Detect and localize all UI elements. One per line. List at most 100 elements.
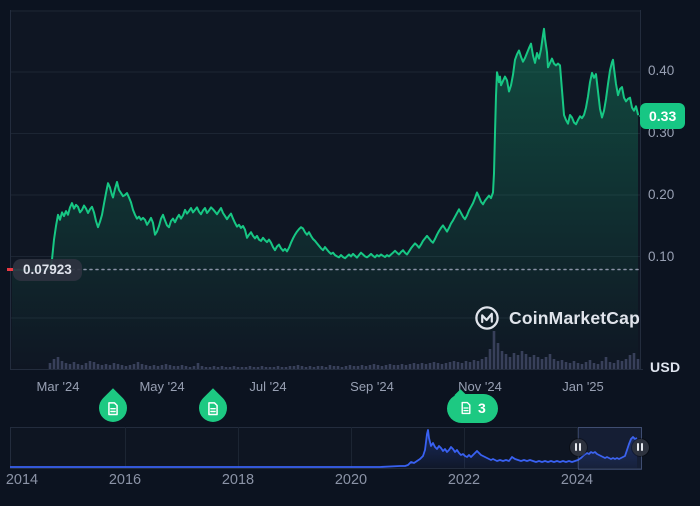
volume-bar bbox=[88, 361, 92, 369]
volume-bar bbox=[532, 355, 536, 369]
volume-bar bbox=[392, 365, 396, 369]
volume-bar bbox=[580, 364, 584, 369]
volume-bar bbox=[528, 357, 532, 369]
volume-bar bbox=[512, 353, 516, 369]
volume-bar bbox=[356, 366, 360, 369]
volume-bar bbox=[604, 357, 608, 369]
volume-bar bbox=[316, 366, 320, 369]
volume-bar bbox=[200, 366, 204, 369]
volume-bar bbox=[428, 363, 432, 369]
volume-bar bbox=[132, 364, 136, 369]
volume-bar bbox=[344, 366, 348, 369]
volume-bar bbox=[76, 364, 80, 369]
x-tick-label: Jan '25 bbox=[562, 379, 604, 394]
volume-bar bbox=[172, 366, 176, 369]
volume-bar bbox=[56, 357, 60, 369]
volume-bar bbox=[60, 361, 64, 369]
volume-bar bbox=[228, 367, 232, 369]
volume-bar bbox=[592, 363, 596, 369]
unit-label: USD bbox=[650, 359, 681, 375]
x-tick-label: Sep '24 bbox=[350, 379, 394, 394]
volume-bar bbox=[256, 367, 260, 369]
volume-bar bbox=[240, 367, 244, 369]
volume-bar bbox=[424, 364, 428, 369]
volume-bar bbox=[420, 363, 424, 369]
volume-bar bbox=[136, 362, 140, 369]
volume-bar bbox=[620, 361, 624, 369]
volume-bar bbox=[368, 365, 372, 369]
volume-bar bbox=[124, 366, 128, 369]
volume-bar bbox=[480, 359, 484, 369]
volume-bar bbox=[472, 360, 476, 369]
volume-bar bbox=[488, 349, 492, 369]
volume-bar bbox=[536, 357, 540, 369]
volume-bar bbox=[236, 367, 240, 369]
volume-bar bbox=[336, 366, 340, 369]
x-tick-label: Jul '24 bbox=[249, 379, 287, 394]
volume-bar bbox=[576, 363, 580, 369]
volume-bar bbox=[288, 366, 292, 369]
y-tick-label: 0.20 bbox=[648, 187, 675, 202]
volume-bar bbox=[520, 351, 524, 369]
volume-bar bbox=[252, 367, 256, 369]
timeline-brush-selection[interactable] bbox=[578, 427, 642, 470]
volume-bar bbox=[636, 359, 640, 369]
volume-bar bbox=[624, 359, 628, 369]
volume-bar bbox=[284, 367, 288, 369]
volume-bar bbox=[436, 363, 440, 369]
volume-bar bbox=[212, 366, 216, 369]
volume-bar bbox=[304, 367, 308, 369]
volume-bar bbox=[352, 366, 356, 369]
volume-bar bbox=[564, 362, 568, 369]
volume-bar bbox=[324, 367, 328, 369]
volume-bar bbox=[612, 363, 616, 369]
volume-bar bbox=[468, 362, 472, 369]
volume-bar bbox=[380, 366, 384, 369]
y-tick-label: 0.40 bbox=[648, 63, 675, 78]
price-line bbox=[11, 27, 639, 272]
volume-bar bbox=[204, 367, 208, 369]
volume-bar bbox=[320, 366, 324, 369]
volume-bar bbox=[96, 364, 100, 369]
volume-bar bbox=[448, 362, 452, 369]
volume-bar bbox=[568, 363, 572, 369]
volume-bar bbox=[388, 364, 392, 369]
volume-bar bbox=[628, 355, 632, 369]
volume-bar bbox=[464, 361, 468, 369]
volume-bar bbox=[412, 363, 416, 369]
current-price-badge: 0.33 bbox=[638, 103, 686, 129]
volume-bar bbox=[312, 367, 316, 369]
volume-bar bbox=[64, 363, 68, 369]
x-tick-label: May '24 bbox=[139, 379, 185, 394]
news-marker-pin[interactable] bbox=[193, 388, 233, 428]
volume-bar bbox=[220, 366, 224, 369]
volume-bar bbox=[508, 357, 512, 369]
volume-bar bbox=[476, 361, 480, 369]
news-marker-pin[interactable] bbox=[93, 388, 133, 428]
volume-bar bbox=[404, 365, 408, 369]
volume-bar bbox=[92, 362, 96, 369]
volume-bar bbox=[156, 366, 160, 369]
overview-line bbox=[10, 429, 638, 468]
brush-handle-right[interactable] bbox=[631, 438, 649, 456]
volume-bar bbox=[308, 366, 312, 369]
volume-bar bbox=[332, 366, 336, 369]
volume-bar bbox=[616, 360, 620, 369]
volume-bar bbox=[556, 361, 560, 369]
news-marker-group[interactable]: 3 bbox=[447, 393, 498, 423]
volume-bar bbox=[276, 366, 280, 369]
volume-bar bbox=[180, 365, 184, 369]
volume-bar bbox=[340, 367, 344, 369]
y-tick-label: 0.10 bbox=[648, 249, 675, 264]
watermark-text: CoinMarketCap bbox=[509, 307, 640, 328]
volume-bar bbox=[396, 365, 400, 369]
volume-bar bbox=[632, 353, 636, 369]
volume-bar bbox=[188, 367, 192, 369]
brush-handle-left[interactable] bbox=[569, 438, 587, 456]
volume-bar bbox=[328, 365, 332, 369]
volume-bar bbox=[572, 361, 576, 369]
price-area-fill bbox=[12, 28, 638, 370]
volume-bar bbox=[588, 360, 592, 369]
volume-bar bbox=[452, 361, 456, 369]
